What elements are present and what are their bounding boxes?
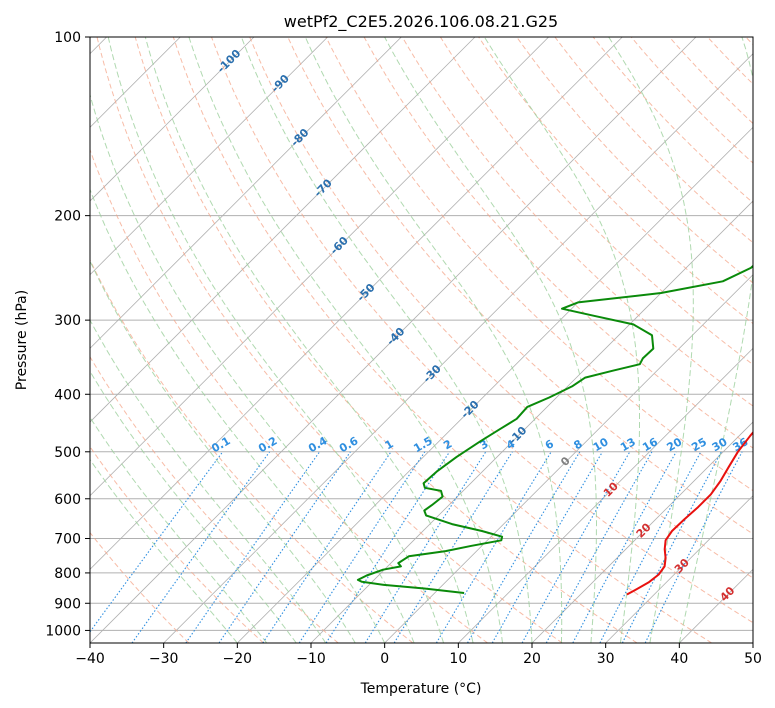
moist-adiabat-line xyxy=(240,37,533,643)
mixing-ratio-line xyxy=(521,451,631,643)
moist-adiabat-line xyxy=(384,37,597,643)
moist-adiabat-line xyxy=(144,37,474,643)
mixing-ratio-line xyxy=(298,451,426,643)
dry-adiabat-line xyxy=(363,37,753,449)
y-tick-label: 900 xyxy=(54,596,81,612)
mixing-ratio-line xyxy=(131,451,271,643)
dry-adiabat-line xyxy=(172,37,712,643)
mixing-ratio-line xyxy=(364,451,487,643)
mixing-ratio-line xyxy=(644,451,743,643)
y-tick-label: 800 xyxy=(54,566,81,582)
y-axis: 100 200 300 400 500 600 700 800 900 1000 xyxy=(45,30,90,639)
dry-adiabat-line xyxy=(134,37,638,643)
moist-adiabat-line xyxy=(90,370,297,643)
moist-adiabat-line xyxy=(188,37,503,643)
isotherm-line xyxy=(384,274,753,643)
chart-title: wetPf2_C2E5.2026.106.08.21.G25 xyxy=(284,12,558,32)
y-tick-label: 200 xyxy=(54,209,81,225)
dry-adiabat-line xyxy=(401,37,753,407)
dry-adiabat-line xyxy=(211,37,753,624)
x-tick-label: −40 xyxy=(75,651,105,667)
x-tick-label: 50 xyxy=(744,651,762,667)
x-tick-label: 0 xyxy=(380,651,389,667)
temperature-series-line xyxy=(626,430,753,596)
dry-adiabat-line xyxy=(90,258,414,643)
y-tick-label: 700 xyxy=(54,532,81,548)
mixing-ratio-line xyxy=(545,451,653,643)
x-tick-label: 30 xyxy=(597,651,615,667)
background-lines xyxy=(90,37,753,643)
y-tick-label: 400 xyxy=(54,387,81,403)
y-tick-label: 500 xyxy=(54,445,81,461)
isotherm-line xyxy=(531,421,753,643)
mixing-ratio-line xyxy=(185,451,321,643)
isotherm-line xyxy=(605,495,753,643)
x-axis-label: Temperature (°C) xyxy=(360,681,482,697)
profile-series xyxy=(356,264,753,596)
y-tick-label: 600 xyxy=(54,492,81,508)
x-tick-label: 10 xyxy=(449,651,467,667)
isotherm-line xyxy=(163,53,753,643)
mixing-ratio-line xyxy=(599,451,702,643)
moist-adiabat-line xyxy=(90,92,415,643)
dry-adiabat-line xyxy=(90,355,339,643)
dry-adiabat-line xyxy=(478,37,753,325)
mixing-ratio-line xyxy=(90,451,224,633)
mixing-ratio-line xyxy=(218,451,351,643)
moist-adiabat-line xyxy=(483,37,640,643)
dewpoint-series-line xyxy=(356,264,753,594)
moist-adiabat-line xyxy=(107,37,445,643)
mixing-ratio-line xyxy=(325,451,451,643)
y-tick-label: 300 xyxy=(54,313,81,329)
dry-adiabat-line xyxy=(439,37,753,366)
dry-adiabat-line xyxy=(325,37,753,492)
dry-adiabat-line xyxy=(96,37,563,643)
isotherm-line xyxy=(90,37,476,423)
moist-adiabat-line xyxy=(608,37,694,643)
mixing-ratio-line xyxy=(572,451,677,643)
isotherm-line xyxy=(90,37,697,643)
moist-adiabat-line xyxy=(90,188,386,643)
dry-adiabat-line xyxy=(90,148,488,643)
x-tick-label: 40 xyxy=(670,651,688,667)
x-tick-label: −20 xyxy=(223,651,253,667)
x-tick-label: −30 xyxy=(149,651,179,667)
plot-frame xyxy=(89,36,754,644)
isotherm-line xyxy=(458,347,753,643)
isotherm-line xyxy=(90,37,328,276)
y-axis-label: Pressure (hPa) xyxy=(14,290,30,390)
moist-adiabat-line xyxy=(90,416,268,643)
y-tick-label: 1000 xyxy=(45,623,81,639)
isotherm-line xyxy=(237,126,753,643)
isotherm-line xyxy=(90,37,549,497)
moist-adiabat-line xyxy=(90,458,238,643)
moist-adiabat-line xyxy=(90,259,356,643)
dry-adiabat-line xyxy=(592,37,753,204)
mixing-ratio-line xyxy=(491,451,603,643)
isotherm-line xyxy=(90,37,255,202)
x-tick-label: −10 xyxy=(296,651,326,667)
y-tick-label: 100 xyxy=(54,30,81,46)
isotherm-line xyxy=(90,37,623,570)
moist-adiabat-line xyxy=(304,37,563,643)
x-tick-label: 20 xyxy=(523,651,541,667)
dry-adiabat-line xyxy=(287,37,753,535)
mixing-ratio-line xyxy=(435,451,552,643)
dry-adiabat-line xyxy=(90,531,190,643)
moist-adiabat-line xyxy=(678,37,753,643)
dry-adiabat-line xyxy=(249,37,753,579)
isotherm-line xyxy=(90,37,402,349)
x-axis: −40 −30 −20 −10 0 10 20 30 40 50 xyxy=(75,643,762,667)
mixing-ratio-line xyxy=(621,451,722,643)
